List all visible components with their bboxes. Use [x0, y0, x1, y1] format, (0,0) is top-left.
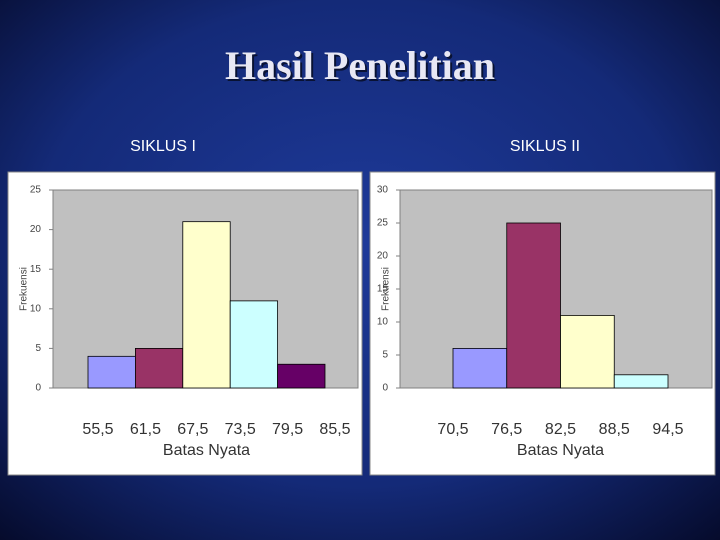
x-tick-label: 79,5 — [272, 421, 303, 438]
x-tick-label: 85,5 — [319, 421, 350, 438]
y-tick-label: 10 — [377, 317, 389, 328]
bar — [560, 314, 615, 389]
x-tick-label: 61,5 — [130, 421, 161, 438]
y-tick-label: 0 — [35, 383, 41, 394]
y-tick-label: 0 — [382, 383, 388, 394]
bar — [182, 221, 231, 389]
chart-title: SIKLUS I — [130, 138, 196, 155]
y-tick-label: 30 — [377, 185, 389, 196]
x-tick-label: 76,5 — [491, 421, 522, 438]
bar — [229, 300, 278, 389]
slide-title: Hasil Penelitian — [225, 43, 495, 88]
x-tick-label: 73,5 — [225, 421, 256, 438]
chart-title: SIKLUS II — [510, 138, 580, 155]
x-tick-label: 67,5 — [177, 421, 208, 438]
y-tick-label: 25 — [377, 218, 389, 229]
x-tick-label: 55,5 — [82, 421, 113, 438]
bar — [87, 355, 136, 389]
y-axis-label: Frekuensi — [381, 267, 392, 311]
y-tick-label: 15 — [30, 264, 42, 275]
y-axis-label: Frekuensi — [19, 267, 30, 311]
y-tick-label: 10 — [30, 303, 42, 314]
x-tick-label: 88,5 — [599, 421, 630, 438]
bar — [277, 363, 326, 389]
y-tick-label: 25 — [30, 185, 42, 196]
y-tick-label: 20 — [30, 224, 42, 235]
bar — [452, 347, 508, 389]
bar — [506, 222, 561, 389]
x-axis-label: Batas Nyata — [163, 442, 250, 459]
y-tick-label: 5 — [382, 350, 388, 361]
y-tick-label: 20 — [377, 251, 389, 262]
y-tick-label: 15 — [377, 284, 389, 295]
x-tick-label: 82,5 — [545, 421, 576, 438]
bar — [134, 347, 184, 389]
x-tick-label: 70,5 — [437, 421, 468, 438]
y-tick-label: 5 — [35, 343, 41, 354]
x-tick-label: 94,5 — [652, 421, 683, 438]
bar — [613, 374, 669, 389]
x-axis-label: Batas Nyata — [517, 442, 604, 459]
title-shadow: Hasil Penelitian — [227, 45, 497, 90]
